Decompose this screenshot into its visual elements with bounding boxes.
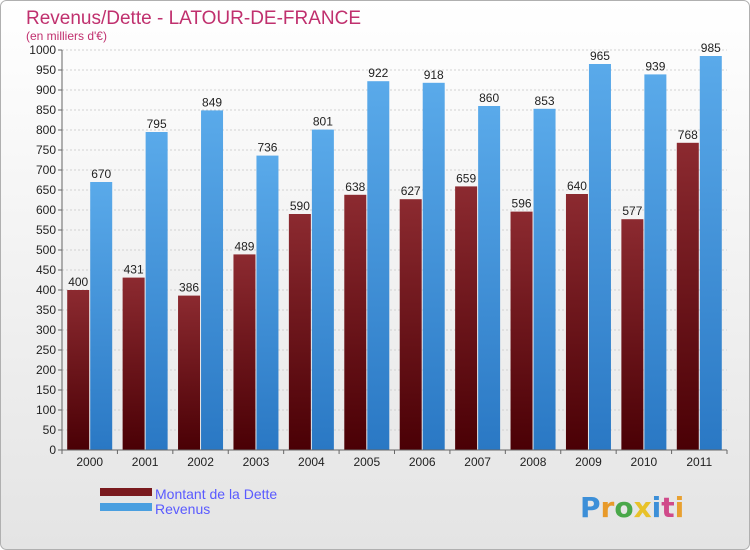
bar-value-label: 918 — [424, 68, 444, 82]
bar-debt — [67, 290, 90, 450]
y-tick-label: 300 — [36, 323, 56, 337]
bar-value-label: 590 — [290, 199, 310, 213]
bar-debt — [344, 194, 367, 450]
bar-revenus — [90, 182, 113, 450]
bars: 400 670 431 795 386 849 489 736 590 801 638 922 627 9… — [67, 41, 722, 451]
bar-value-label: 736 — [257, 141, 277, 155]
bar-debt — [288, 214, 311, 450]
y-tick-label: 500 — [36, 243, 56, 257]
bar-debt — [233, 254, 256, 450]
bar-revenus — [478, 106, 501, 450]
y-tick-label: 450 — [36, 263, 56, 277]
y-axis-ticks: 0 50 100 150 200 250 300 350 400 450 500 550 600 650 7… — [29, 43, 62, 457]
y-tick-label: 1000 — [29, 43, 56, 57]
y-tick-label: 150 — [36, 383, 56, 397]
y-tick-label: 350 — [36, 303, 56, 317]
legend-label-debt: Montant de la Dette — [155, 486, 277, 502]
chart-subtitle: (en milliers d'€) — [26, 29, 107, 43]
x-tick-label: 2011 — [686, 455, 712, 469]
legend-swatch-revenus — [100, 503, 152, 511]
x-tick-label: 2007 — [464, 455, 491, 469]
y-tick-label: 50 — [43, 423, 57, 437]
y-tick-label: 900 — [36, 83, 56, 97]
x-tick-label: 2001 — [132, 455, 159, 469]
bar-value-label: 768 — [678, 128, 698, 142]
bar-value-label: 489 — [234, 239, 254, 253]
bar-value-label: 965 — [590, 49, 610, 63]
y-tick-label: 250 — [36, 343, 56, 357]
bar-value-label: 939 — [645, 59, 665, 73]
y-tick-label: 100 — [36, 403, 56, 417]
y-tick-label: 800 — [36, 123, 56, 137]
bar-value-label: 860 — [479, 91, 499, 105]
bar-value-label: 627 — [401, 184, 421, 198]
bar-debt — [510, 211, 533, 450]
x-tick-label: 2009 — [575, 455, 602, 469]
bar-debt — [621, 219, 644, 450]
x-tick-label: 2006 — [409, 455, 436, 469]
bar-value-label: 670 — [91, 167, 111, 181]
x-tick-label: 2003 — [243, 455, 270, 469]
y-tick-label: 400 — [36, 283, 56, 297]
x-tick-label: 2002 — [187, 455, 214, 469]
y-tick-label: 700 — [36, 163, 56, 177]
bar-value-label: 659 — [456, 171, 476, 185]
proxiti-logo-text: Proxiti — [580, 491, 684, 524]
bar-value-label: 577 — [622, 204, 642, 218]
bar-debt — [676, 142, 699, 451]
bar-revenus — [256, 155, 279, 450]
bar-value-label: 795 — [147, 117, 167, 131]
bar-value-label: 386 — [179, 281, 199, 295]
x-tick-label: 2004 — [298, 455, 325, 469]
bar-revenus — [145, 132, 168, 450]
bar-value-label: 849 — [202, 95, 222, 109]
chart-title: Revenus/Dette - LATOUR-DE-FRANCE — [26, 8, 361, 29]
legend-label-revenus: Revenus — [155, 501, 210, 517]
bar-value-label: 922 — [368, 66, 388, 80]
y-tick-label: 650 — [36, 183, 56, 197]
bar-value-label: 985 — [701, 41, 721, 55]
bar-revenus — [588, 64, 611, 450]
bar-value-label: 640 — [567, 179, 587, 193]
bar-debt — [178, 295, 201, 450]
bar-debt — [455, 186, 478, 450]
bar-value-label: 801 — [313, 115, 333, 129]
y-tick-label: 600 — [36, 203, 56, 217]
bar-revenus — [533, 108, 556, 451]
y-tick-label: 0 — [49, 443, 56, 457]
bar-debt — [122, 277, 145, 450]
y-tick-label: 850 — [36, 103, 56, 117]
bar-revenus — [699, 56, 722, 450]
bar-revenus — [201, 110, 224, 451]
bar-revenus — [367, 81, 390, 450]
y-tick-label: 750 — [36, 143, 56, 157]
y-tick-label: 550 — [36, 223, 56, 237]
y-tick-label: 200 — [36, 363, 56, 377]
bar-value-label: 400 — [68, 275, 88, 289]
x-tick-label: 2000 — [76, 455, 103, 469]
bar-revenus — [311, 129, 334, 450]
y-tick-label: 950 — [36, 63, 56, 77]
bar-debt — [565, 194, 588, 450]
bar-value-label: 853 — [535, 94, 555, 108]
legend-swatch-debt — [100, 488, 152, 496]
x-axis-ticks: 2000 2001 2002 2003 2004 2005 2006 2007 2008 2009… — [61, 450, 728, 469]
bar-value-label: 638 — [345, 180, 365, 194]
x-tick-label: 2005 — [353, 455, 380, 469]
bar-revenus — [422, 82, 445, 451]
bar-value-label: 596 — [512, 197, 532, 211]
bar-value-label: 431 — [124, 263, 144, 277]
proxiti-logo: Proxiti — [580, 491, 684, 524]
bar-debt — [399, 199, 422, 450]
x-tick-label: 2010 — [631, 455, 658, 469]
x-tick-label: 2008 — [520, 455, 547, 469]
bar-revenus — [644, 74, 667, 451]
legend: Montant de la Dette Revenus — [100, 486, 277, 517]
